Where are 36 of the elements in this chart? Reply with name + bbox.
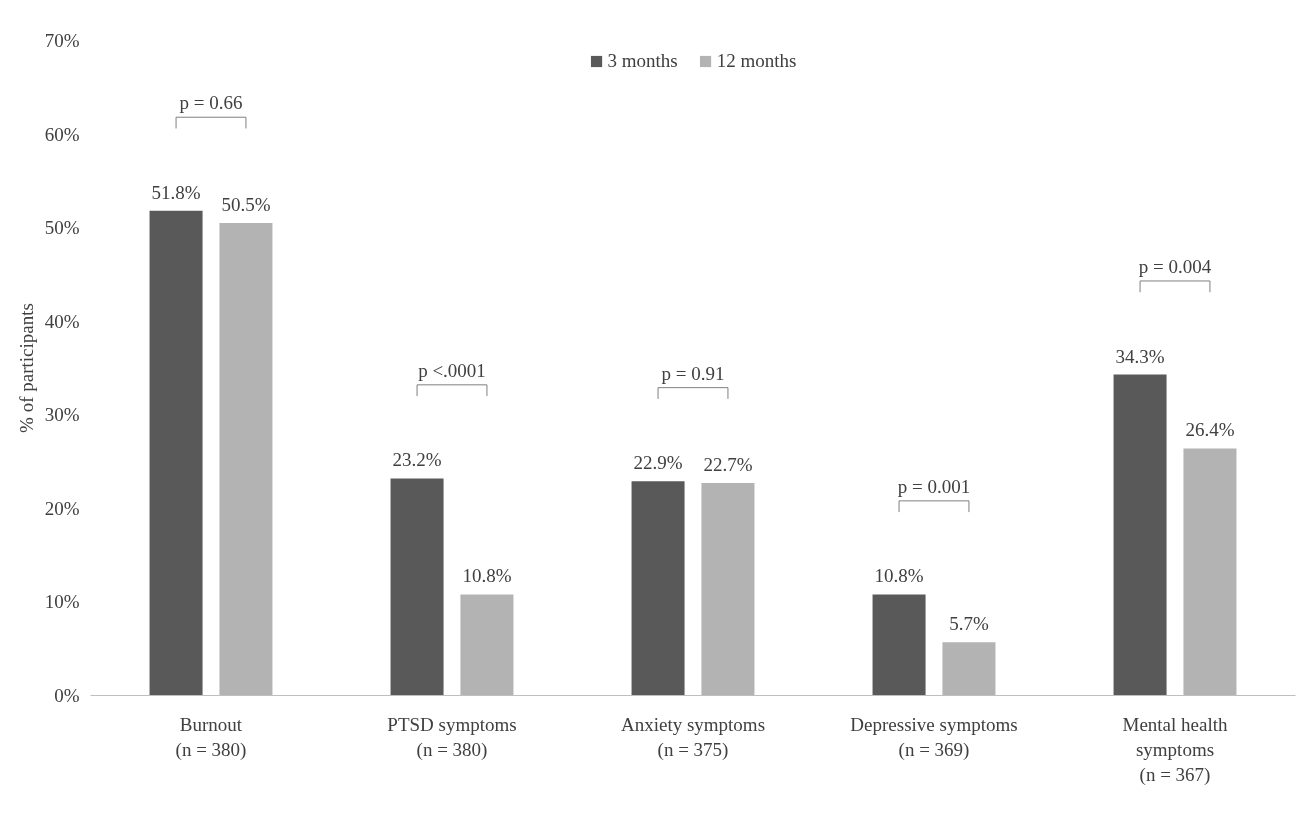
data-label: 23.2%	[392, 449, 442, 471]
bar	[390, 478, 444, 696]
bar	[872, 594, 926, 696]
y-tick-label: 20%	[44, 497, 80, 519]
y-tick-label: 40%	[44, 310, 80, 332]
legend-label: 3 months	[607, 50, 678, 72]
x-tick-label: Depressive symptoms (n = 369)	[850, 713, 1018, 761]
data-label: 26.4%	[1185, 419, 1235, 441]
x-tick-label: Mental health symptoms (n = 367)	[1122, 713, 1228, 786]
x-tick-label: PTSD symptoms (n = 380)	[387, 713, 517, 761]
bar	[631, 481, 685, 696]
legend-label: 12 months	[716, 50, 797, 72]
y-axis-title: % of participants	[15, 303, 37, 433]
data-label: 51.8%	[151, 181, 201, 203]
bar	[1113, 374, 1167, 696]
y-tick-label: 10%	[44, 591, 80, 613]
bar	[149, 210, 203, 696]
data-label: 22.9%	[633, 452, 683, 474]
y-tick-label: 50%	[44, 217, 80, 239]
y-tick-label: 70%	[44, 30, 80, 51]
annotation: p <.0001	[418, 359, 486, 381]
data-label: 50.5%	[221, 193, 271, 215]
annotation: p = 0.001	[897, 475, 971, 497]
y-tick-label: 0%	[54, 685, 80, 706]
x-tick-label: Burnout (n = 380)	[175, 713, 247, 761]
y-tick-label: 60%	[44, 123, 80, 145]
annotation: p = 0.004	[1138, 255, 1212, 277]
data-label: 10.8%	[462, 565, 512, 587]
data-label: 5.7%	[949, 613, 989, 635]
data-label: 10.8%	[874, 565, 924, 587]
x-tick-label: Anxiety symptoms (n = 375)	[620, 713, 766, 761]
data-label: 22.7%	[703, 454, 753, 476]
data-label: 34.3%	[1115, 345, 1165, 367]
annotation: p = 0.91	[661, 362, 725, 384]
annotation: p = 0.66	[179, 92, 243, 114]
y-tick-label: 30%	[44, 404, 80, 426]
